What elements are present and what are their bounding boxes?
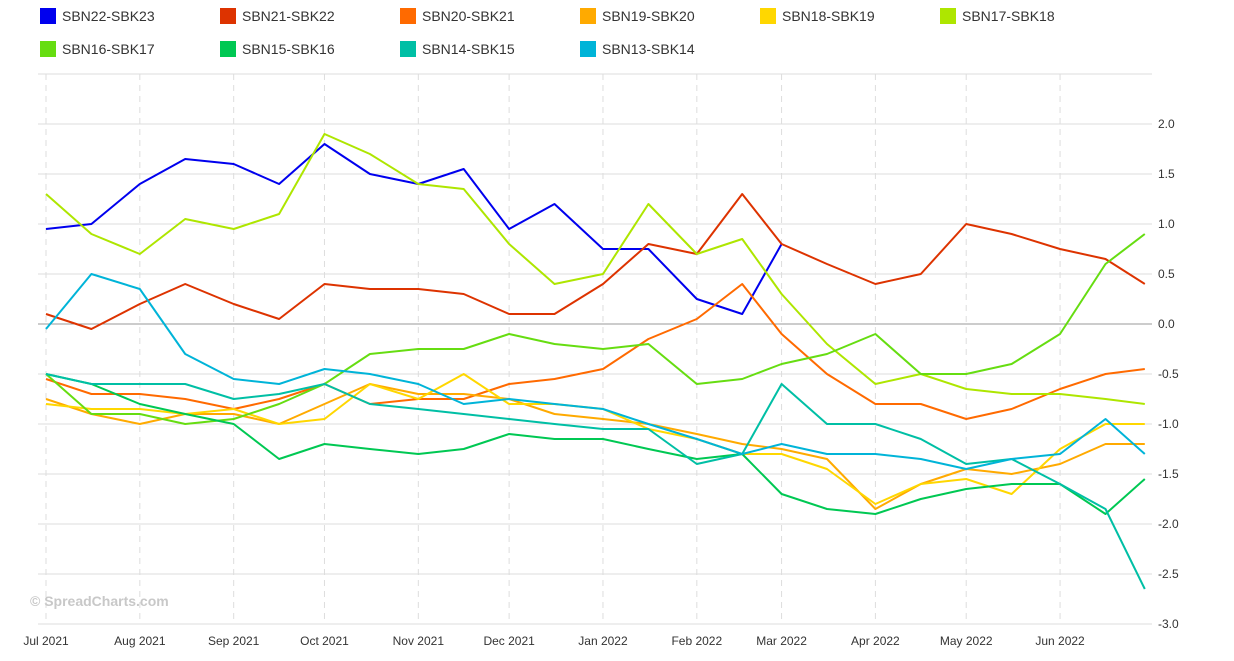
legend-item[interactable]: SBN21-SBK22	[220, 8, 335, 24]
legend-label: SBN15-SBK16	[242, 41, 335, 57]
legend-swatch	[220, 41, 236, 57]
series-line-sbn19-sbk20	[45, 383, 1145, 510]
series-line-sbn20-sbk21	[45, 283, 1145, 420]
series-line-sbn21-sbk22	[45, 193, 1146, 330]
y-tick-label: 1.0	[1158, 217, 1175, 231]
legend-swatch	[40, 8, 56, 24]
legend-swatch	[40, 41, 56, 57]
y-tick-label: 0.5	[1158, 267, 1175, 281]
series-line-sbn16-sbk17	[45, 233, 1146, 425]
y-tick-label: 0.0	[1158, 317, 1175, 331]
legend-label: SBN20-SBK21	[422, 8, 515, 24]
y-tick-label: 1.5	[1158, 167, 1175, 181]
legend-swatch	[220, 8, 236, 24]
x-tick-label: Nov 2021	[393, 634, 445, 648]
x-tick-label: Dec 2021	[483, 634, 535, 648]
y-tick-label: -1.0	[1158, 417, 1179, 431]
series-line-sbn14-sbk15	[45, 373, 1146, 590]
y-tick-label: 2.0	[1158, 117, 1175, 131]
legend-item[interactable]: SBN16-SBK17	[40, 41, 155, 57]
y-tick-label: -0.5	[1158, 367, 1179, 381]
watermark: © SpreadCharts.com	[30, 593, 169, 609]
legend-label: SBN21-SBK22	[242, 8, 335, 24]
legend-swatch	[760, 8, 776, 24]
x-tick-label: Jun 2022	[1035, 634, 1085, 648]
x-tick-label: Sep 2021	[208, 634, 260, 648]
series-line-sbn13-sbk14	[45, 273, 1146, 470]
legend-label: SBN13-SBK14	[602, 41, 695, 57]
y-tick-label: -1.5	[1158, 467, 1179, 481]
x-tick-label: Jul 2021	[23, 634, 69, 648]
legend-swatch	[400, 8, 416, 24]
series-line-sbn15-sbk16	[45, 373, 1146, 515]
legend-swatch	[580, 8, 596, 24]
legend-item[interactable]: SBN20-SBK21	[400, 8, 515, 24]
y-tick-label: -3.0	[1158, 617, 1179, 631]
x-tick-label: Oct 2021	[300, 634, 349, 648]
legend-item[interactable]: SBN17-SBK18	[940, 8, 1055, 24]
legend-item[interactable]: SBN22-SBK23	[40, 8, 155, 24]
x-tick-label: Feb 2022	[671, 634, 722, 648]
y-tick-label: -2.0	[1158, 517, 1179, 531]
legend-item[interactable]: SBN18-SBK19	[760, 8, 875, 24]
x-tick-label: Mar 2022	[756, 634, 807, 648]
legend-label: SBN18-SBK19	[782, 8, 875, 24]
legend-swatch	[400, 41, 416, 57]
x-tick-label: Aug 2021	[114, 634, 166, 648]
legend-item[interactable]: SBN14-SBK15	[400, 41, 515, 57]
legend-label: SBN22-SBK23	[62, 8, 155, 24]
legend-item[interactable]: SBN19-SBK20	[580, 8, 695, 24]
legend-swatch	[940, 8, 956, 24]
legend-label: SBN16-SBK17	[62, 41, 155, 57]
legend-label: SBN14-SBK15	[422, 41, 515, 57]
legend-label: SBN17-SBK18	[962, 8, 1055, 24]
x-tick-label: Jan 2022	[578, 634, 628, 648]
x-tick-label: May 2022	[940, 634, 993, 648]
series-line-sbn17-sbk18	[45, 133, 1145, 405]
y-tick-label: -2.5	[1158, 567, 1179, 581]
legend-item[interactable]: SBN13-SBK14	[580, 41, 695, 57]
legend-item[interactable]: SBN15-SBK16	[220, 41, 335, 57]
x-tick-label: Apr 2022	[851, 634, 900, 648]
legend-swatch	[580, 41, 596, 57]
legend-label: SBN19-SBK20	[602, 8, 695, 24]
